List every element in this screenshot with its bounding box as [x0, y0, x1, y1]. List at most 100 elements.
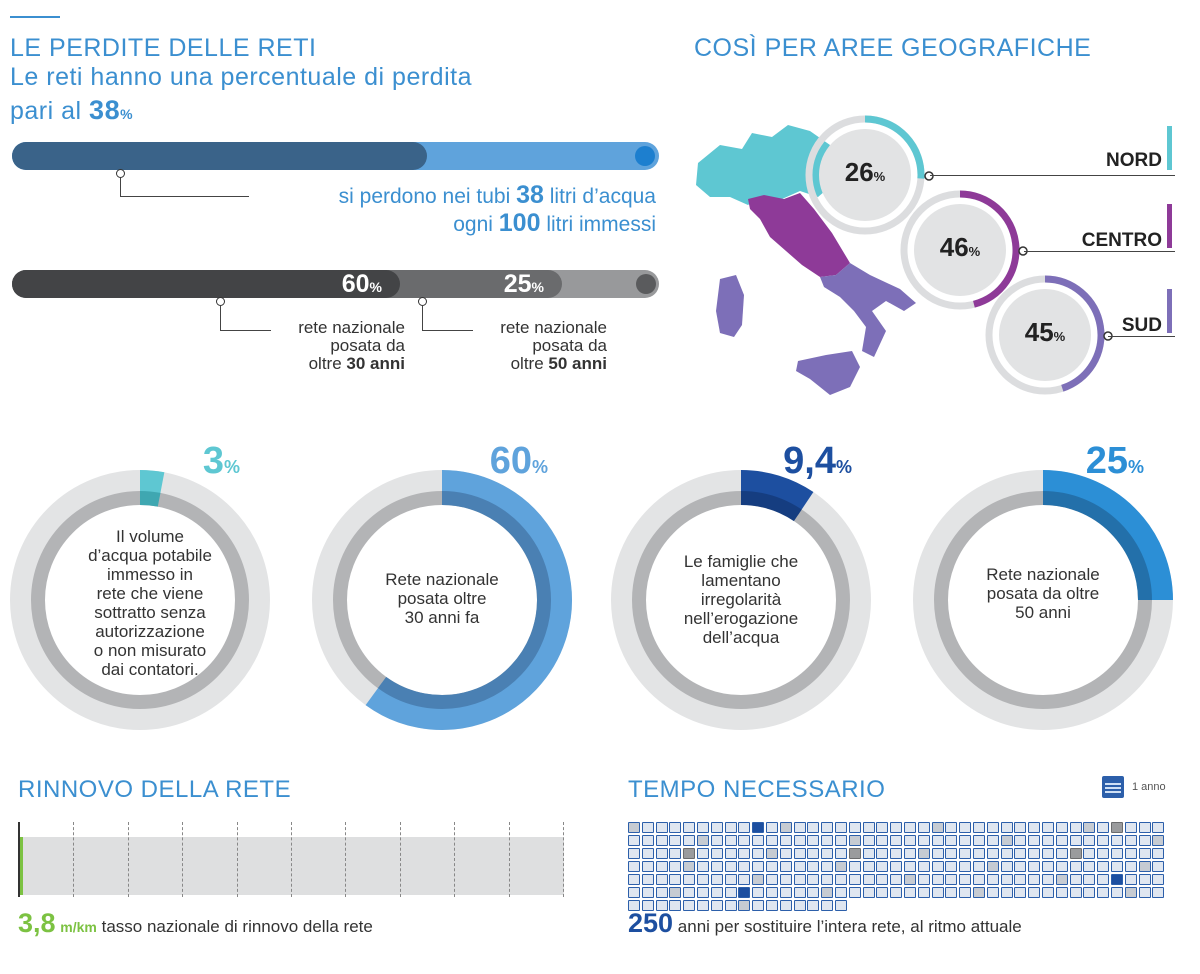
year-cell [1042, 861, 1054, 872]
page-title: LE PERDITE DELLE RETI [10, 34, 317, 62]
year-cell [1000, 822, 1013, 833]
year-cell [683, 861, 696, 872]
map-region-sud [820, 263, 916, 357]
age-label-1-line3: oltre 30 anni [250, 355, 405, 373]
year-cell [779, 848, 792, 859]
age-segment-2-number: 25 [503, 270, 532, 298]
region-gauge-arc [864, 115, 925, 179]
year-cell [1069, 835, 1082, 846]
year-cell [1111, 835, 1123, 846]
year-cell [1028, 887, 1041, 898]
age-label-2: rete nazionale posata da oltre 50 anni [452, 319, 607, 373]
age-segment-2-value: 25% [460, 270, 544, 301]
loss-text-1-value: 38 [516, 181, 544, 209]
age-label-2-bold: 50 anni [548, 354, 607, 373]
year-cell [890, 861, 903, 872]
donut-text-line: immesso in [107, 565, 193, 584]
year-cell [945, 887, 958, 898]
year-cell [669, 887, 682, 898]
year-cell [862, 822, 875, 833]
year-cell [641, 861, 654, 872]
year-cell [641, 835, 654, 846]
donut-2-description: Rete nazionale posata oltre 30 anni fa [352, 570, 532, 627]
region-line-centro [1024, 251, 1175, 252]
year-cell [1028, 835, 1041, 846]
age-segment-1-value: 60% [300, 270, 382, 301]
year-cell [793, 822, 806, 833]
year-cell [1055, 835, 1068, 846]
year-cell [683, 835, 696, 846]
year-cell [1000, 861, 1013, 872]
year-cell [752, 874, 765, 885]
year-cell [1000, 835, 1013, 846]
year-cell [945, 861, 958, 872]
year-cell [1124, 835, 1137, 846]
region-line-sud [1108, 336, 1175, 337]
year-cell [655, 835, 668, 846]
renewal-grid-line [182, 822, 184, 897]
age-label-1-line1: rete nazionale [298, 318, 405, 337]
year-cell [724, 848, 737, 859]
year-cell [669, 835, 682, 846]
donut-4-unit: % [1127, 457, 1144, 477]
year-cell [766, 900, 778, 911]
year-cell [1152, 835, 1165, 846]
year-cell [710, 848, 723, 859]
year-cell [1028, 861, 1041, 872]
year-cell [862, 848, 875, 859]
year-cell [835, 900, 847, 911]
year-cell [1111, 887, 1123, 898]
donut-text-line: Le famiglie che [683, 552, 799, 571]
year-cell [945, 835, 958, 846]
year-cell [1069, 848, 1082, 859]
year-cell [669, 861, 682, 872]
year-cell [1000, 848, 1013, 859]
donut-1-unit: % [223, 457, 240, 477]
top-accent-line [10, 16, 60, 18]
donut-1 [10, 470, 270, 730]
donut-inner-arc [377, 491, 551, 709]
year-cell [1083, 887, 1096, 898]
donut-4 [913, 470, 1173, 730]
year-cell [1083, 835, 1096, 846]
year-cell [931, 874, 944, 885]
year-cell [1124, 848, 1137, 859]
age-segment-1-unit: % [369, 279, 382, 295]
year-cell [738, 861, 751, 872]
map-region-nord [696, 125, 832, 205]
renewal-bar-fill [20, 837, 23, 895]
year-cell [848, 848, 861, 859]
renewal-grid-line [345, 822, 347, 897]
year-cell [959, 848, 972, 859]
year-cell [931, 835, 944, 846]
year-cell [1152, 848, 1165, 859]
donut-text-line: o non misurato [93, 641, 207, 660]
year-cell [738, 848, 751, 859]
year-cell [959, 861, 972, 872]
year-cell [835, 861, 847, 872]
year-cell [724, 835, 737, 846]
year-cell [628, 874, 640, 885]
year-cell [835, 848, 847, 859]
renewal-grid-line [563, 822, 564, 897]
year-cell [904, 835, 916, 846]
year-cell [697, 900, 709, 911]
year-cell [669, 874, 682, 885]
italy-map [696, 125, 916, 395]
year-cell [807, 900, 820, 911]
year-cell [1055, 874, 1068, 885]
year-cell [641, 900, 654, 911]
year-cell [862, 835, 875, 846]
year-cell [697, 874, 709, 885]
year-cell [779, 835, 792, 846]
calendar-legend: 1 anno [1132, 781, 1166, 793]
year-cell [876, 861, 889, 872]
region-value-unit: % [1053, 329, 1066, 344]
year-cell [1055, 887, 1068, 898]
region-gauge-center [999, 289, 1091, 381]
year-cell [1152, 874, 1165, 885]
year-cell [1069, 822, 1082, 833]
year-cell [766, 848, 778, 859]
region-value-unit: % [968, 244, 981, 259]
donut-2-unit: % [531, 457, 548, 477]
